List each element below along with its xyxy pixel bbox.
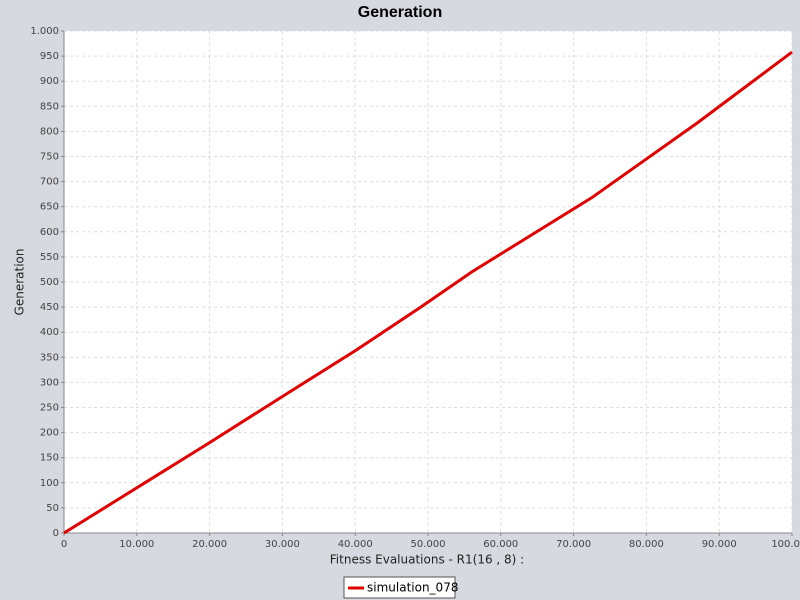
y-tick-label: 50 bbox=[46, 503, 59, 514]
x-tick-label: 30.000 bbox=[265, 539, 300, 550]
y-tick-label: 1.000 bbox=[30, 26, 59, 37]
y-tick-label: 750 bbox=[40, 152, 59, 163]
x-tick-label: 40.000 bbox=[338, 539, 373, 550]
y-tick-label: 850 bbox=[40, 101, 59, 112]
y-tick-label: 150 bbox=[40, 453, 59, 464]
y-tick-label: 800 bbox=[40, 126, 59, 137]
data-line bbox=[63, 50, 793, 535]
y-tick-label: 950 bbox=[40, 51, 59, 62]
y-tick-label: 900 bbox=[40, 76, 59, 87]
chart-title: Generation bbox=[358, 4, 442, 21]
x-tick-label: 0 bbox=[61, 539, 67, 550]
y-tick-label: 600 bbox=[40, 227, 59, 238]
legend bbox=[343, 576, 456, 599]
x-tick-label: 50.000 bbox=[411, 539, 446, 550]
x-tick-label: 100.000 bbox=[771, 539, 800, 550]
y-tick-label: 350 bbox=[40, 352, 59, 363]
legend-label: simulation_078 bbox=[367, 581, 458, 595]
y-axis-label: Generation bbox=[13, 249, 27, 316]
y-tick-label: 200 bbox=[40, 428, 59, 439]
x-tick-label: 60.000 bbox=[483, 539, 518, 550]
y-tick-label: 500 bbox=[40, 277, 59, 288]
x-tick-label: 10.000 bbox=[119, 539, 154, 550]
y-tick-label: 650 bbox=[40, 202, 59, 213]
y-tick-label: 100 bbox=[40, 478, 59, 489]
y-tick-label: 250 bbox=[40, 403, 59, 414]
y-tick-label: 400 bbox=[40, 327, 59, 338]
x-tick-label: 70.000 bbox=[556, 539, 591, 550]
y-tick-label: 300 bbox=[40, 377, 59, 388]
x-tick-label: 20.000 bbox=[192, 539, 227, 550]
x-axis-label: Fitness Evaluations - R1(16 , 8) : bbox=[330, 553, 524, 567]
y-tick-label: 450 bbox=[40, 302, 59, 313]
y-tick-label: 0 bbox=[53, 528, 59, 539]
y-tick-label: 700 bbox=[40, 177, 59, 188]
x-tick-label: 80.000 bbox=[629, 539, 664, 550]
x-tick-label: 90.000 bbox=[702, 539, 737, 550]
y-tick-label: 550 bbox=[40, 252, 59, 263]
